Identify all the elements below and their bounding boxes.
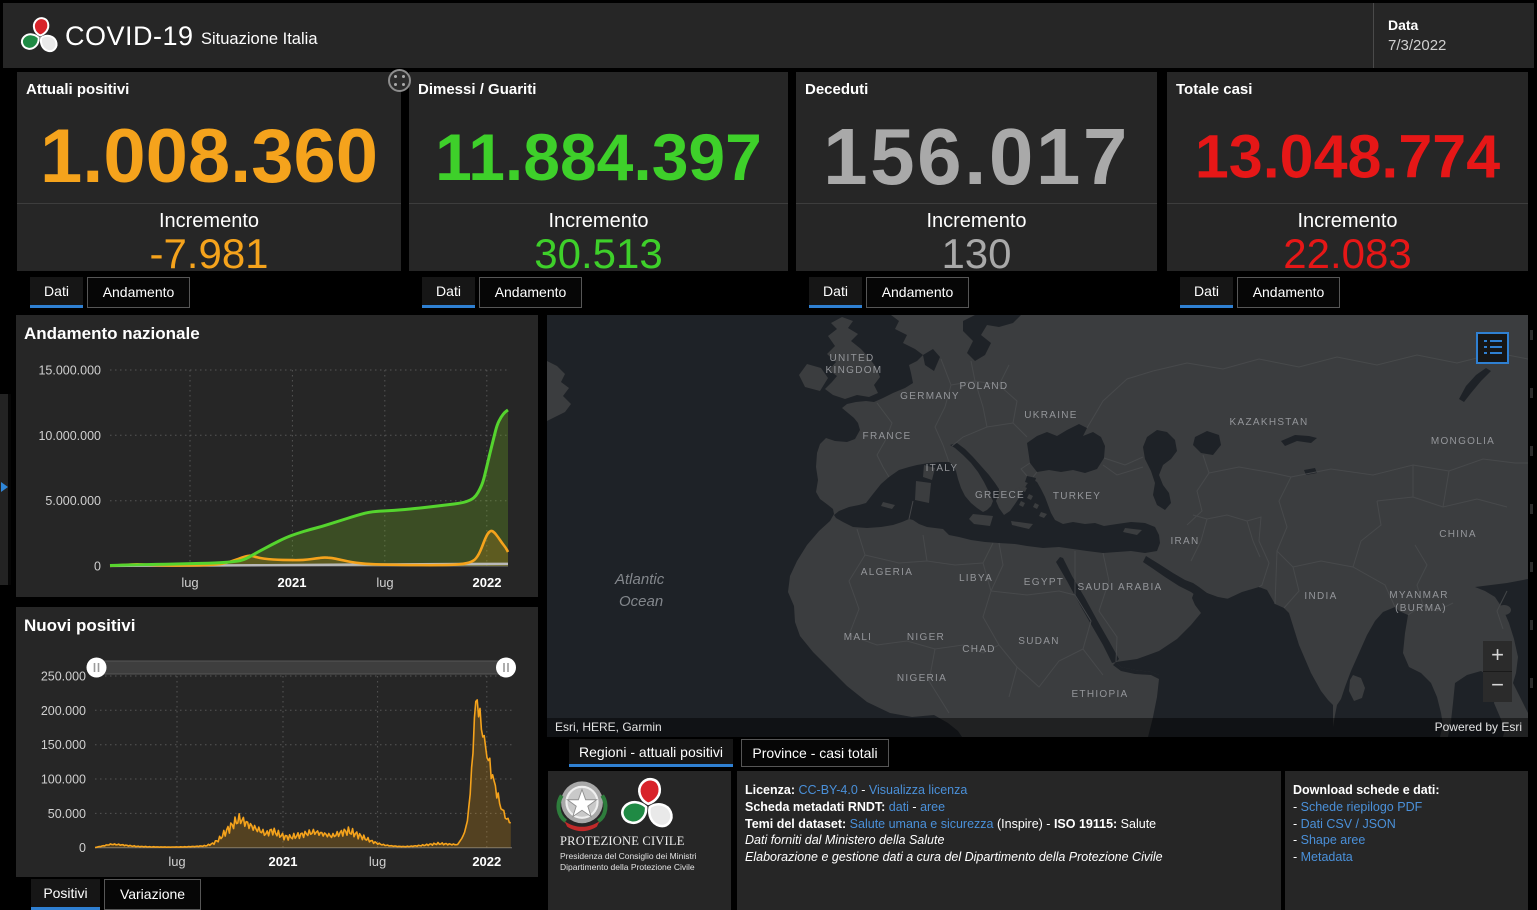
svg-text:ALGERIA: ALGERIA xyxy=(861,567,913,578)
svg-text:(BURMA): (BURMA) xyxy=(1395,603,1447,614)
svg-text:2021: 2021 xyxy=(278,575,307,590)
svg-text:lug: lug xyxy=(168,854,185,869)
svg-text:lug: lug xyxy=(376,575,393,590)
svg-text:MONGOLIA: MONGOLIA xyxy=(1431,436,1495,447)
svg-text:SUDAN: SUDAN xyxy=(1018,636,1060,647)
svg-text:INDIA: INDIA xyxy=(1304,591,1337,602)
svg-text:KAZAKHSTAN: KAZAKHSTAN xyxy=(1230,417,1309,428)
svg-text:POLAND: POLAND xyxy=(960,381,1009,392)
svg-text:SAUDI ARABIA: SAUDI ARABIA xyxy=(1077,582,1162,593)
svg-text:MALI: MALI xyxy=(844,632,873,643)
svg-text:GERMANY: GERMANY xyxy=(900,391,960,402)
svg-text:Atlantic: Atlantic xyxy=(614,571,665,588)
svg-text:2022: 2022 xyxy=(473,575,502,590)
svg-text:TURKEY: TURKEY xyxy=(1053,491,1101,502)
svg-text:250.000: 250.000 xyxy=(41,670,86,684)
svg-text:5.000.000: 5.000.000 xyxy=(45,494,101,508)
svg-text:lug: lug xyxy=(181,575,198,590)
svg-text:KINGDOM: KINGDOM xyxy=(826,365,883,376)
svg-text:150.000: 150.000 xyxy=(41,738,86,752)
svg-text:IRAN: IRAN xyxy=(1170,536,1199,547)
svg-text:CHAD: CHAD xyxy=(962,644,996,655)
svg-text:100.000: 100.000 xyxy=(41,773,86,787)
svg-text:NIGERIA: NIGERIA xyxy=(897,673,947,684)
svg-text:0: 0 xyxy=(94,560,101,574)
svg-text:10.000.000: 10.000.000 xyxy=(38,429,101,443)
svg-text:LIBYA: LIBYA xyxy=(959,573,993,584)
svg-text:2022: 2022 xyxy=(472,854,501,869)
svg-text:UKRAINE: UKRAINE xyxy=(1024,410,1078,421)
svg-text:50.000: 50.000 xyxy=(48,807,86,821)
svg-text:200.000: 200.000 xyxy=(41,704,86,718)
svg-text:lug: lug xyxy=(369,854,386,869)
svg-text:CHINA: CHINA xyxy=(1439,529,1477,540)
svg-text:ETHIOPIA: ETHIOPIA xyxy=(1071,689,1128,700)
svg-text:2021: 2021 xyxy=(269,854,298,869)
svg-text:Ocean: Ocean xyxy=(619,593,663,610)
svg-text:0: 0 xyxy=(79,841,86,855)
svg-text:ITALY: ITALY xyxy=(926,463,959,474)
svg-text:GREECE: GREECE xyxy=(975,490,1025,501)
svg-text:MYANMAR: MYANMAR xyxy=(1389,590,1448,601)
svg-text:EGYPT: EGYPT xyxy=(1024,577,1064,588)
svg-text:FRANCE: FRANCE xyxy=(863,431,912,442)
svg-text:15.000.000: 15.000.000 xyxy=(38,364,101,378)
svg-text:NIGER: NIGER xyxy=(907,632,945,643)
svg-text:UNITED: UNITED xyxy=(829,353,874,364)
